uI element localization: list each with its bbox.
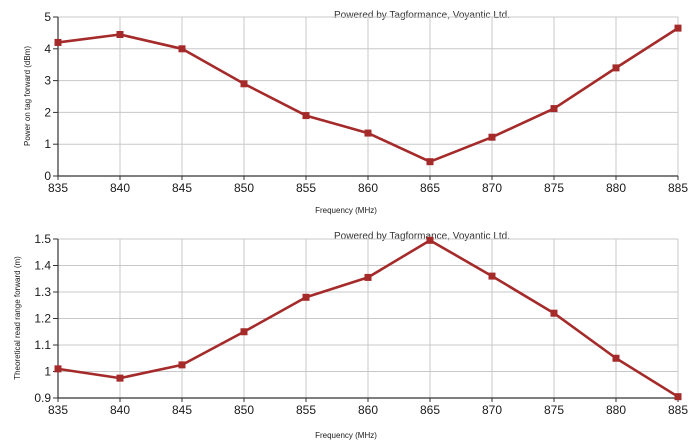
- read-range-chart: Powered by Tagformance, Voyantic Ltd. 83…: [13, 231, 688, 440]
- data-point: [302, 293, 310, 301]
- x-tick-label: 845: [172, 403, 192, 417]
- data-point: [240, 328, 248, 336]
- x-tick-label: 845: [172, 181, 192, 195]
- x-tick-label: 880: [606, 181, 626, 195]
- watermark-text: Powered by Tagformance, Voyantic Ltd.: [334, 231, 510, 242]
- y-ticks: 0 1 2 3 4 5: [44, 10, 58, 183]
- y-tick-label: 5: [44, 10, 51, 24]
- x-tick-label: 855: [296, 403, 316, 417]
- data-point: [116, 30, 124, 38]
- x-tick-label: 835: [48, 181, 68, 195]
- y-tick-label: 1.5: [34, 232, 51, 246]
- x-tick-label: 840: [110, 181, 130, 195]
- series: [54, 24, 682, 166]
- y-tick-label: 4: [44, 42, 51, 56]
- y-tick-label: 3: [44, 74, 51, 88]
- data-point: [550, 105, 558, 113]
- data-point: [488, 133, 496, 141]
- data-point: [550, 309, 558, 317]
- x-tick-label: 865: [420, 403, 440, 417]
- y-tick-label: 1.4: [34, 259, 51, 273]
- data-point: [364, 129, 372, 137]
- y-axis-label: Power on tag forward (dBm): [23, 46, 32, 146]
- power-forward-chart: Powered by Tagformance, Voyantic Ltd. 83…: [23, 10, 688, 215]
- y-tick-label: 1.2: [34, 312, 51, 326]
- y-tick-label: 1: [44, 137, 51, 151]
- y-tick-label: 1.1: [34, 338, 51, 352]
- data-point: [54, 38, 62, 46]
- x-tick-label: 835: [48, 403, 68, 417]
- data-point: [302, 112, 310, 120]
- data-point: [488, 272, 496, 280]
- data-point: [426, 158, 434, 166]
- x-tick-label: 880: [606, 403, 626, 417]
- data-point: [178, 361, 186, 369]
- data-point: [612, 64, 620, 72]
- y-axis-label: Theoretical read range forward (m): [13, 256, 22, 380]
- data-point: [674, 393, 682, 401]
- y-ticks: 0.9 1 1.1 1.2 1.3 1.4 1.5: [34, 232, 58, 405]
- x-tick-label: 885: [668, 181, 688, 195]
- x-tick-label: 850: [234, 181, 254, 195]
- y-tick-label: 1.3: [34, 285, 51, 299]
- x-tick-label: 860: [358, 181, 378, 195]
- data-point: [54, 365, 62, 373]
- x-tick-label: 840: [110, 403, 130, 417]
- series: [54, 236, 682, 401]
- y-tick-label: 1: [44, 365, 51, 379]
- x-tick-label: 855: [296, 181, 316, 195]
- x-tick-label: 885: [668, 403, 688, 417]
- data-point: [426, 236, 434, 244]
- x-axis-label: Frequency (MHz): [315, 206, 377, 215]
- y-tick-label: 0: [44, 169, 51, 183]
- x-tick-label: 870: [482, 403, 502, 417]
- x-ticks: 835 840 845 850 855 860 865 870 875 880 885: [48, 398, 688, 417]
- data-point: [612, 354, 620, 362]
- x-tick-label: 875: [544, 181, 564, 195]
- x-tick-label: 860: [358, 403, 378, 417]
- x-tick-label: 875: [544, 403, 564, 417]
- y-tick-label: 0.9: [34, 391, 51, 405]
- data-point: [240, 80, 248, 88]
- x-ticks: 835 840 845 850 855 860 865 870 875 880 885: [48, 176, 688, 195]
- data-point: [364, 273, 372, 281]
- x-axis-label: Frequency (MHz): [315, 431, 377, 440]
- x-tick-label: 865: [420, 181, 440, 195]
- x-tick-label: 870: [482, 181, 502, 195]
- y-tick-label: 2: [44, 105, 51, 119]
- grid-lines: [57, 238, 679, 399]
- x-tick-label: 850: [234, 403, 254, 417]
- watermark-text: Powered by Tagformance, Voyantic Ltd.: [334, 10, 510, 21]
- data-point: [116, 374, 124, 382]
- data-point: [674, 24, 682, 32]
- data-point: [178, 45, 186, 53]
